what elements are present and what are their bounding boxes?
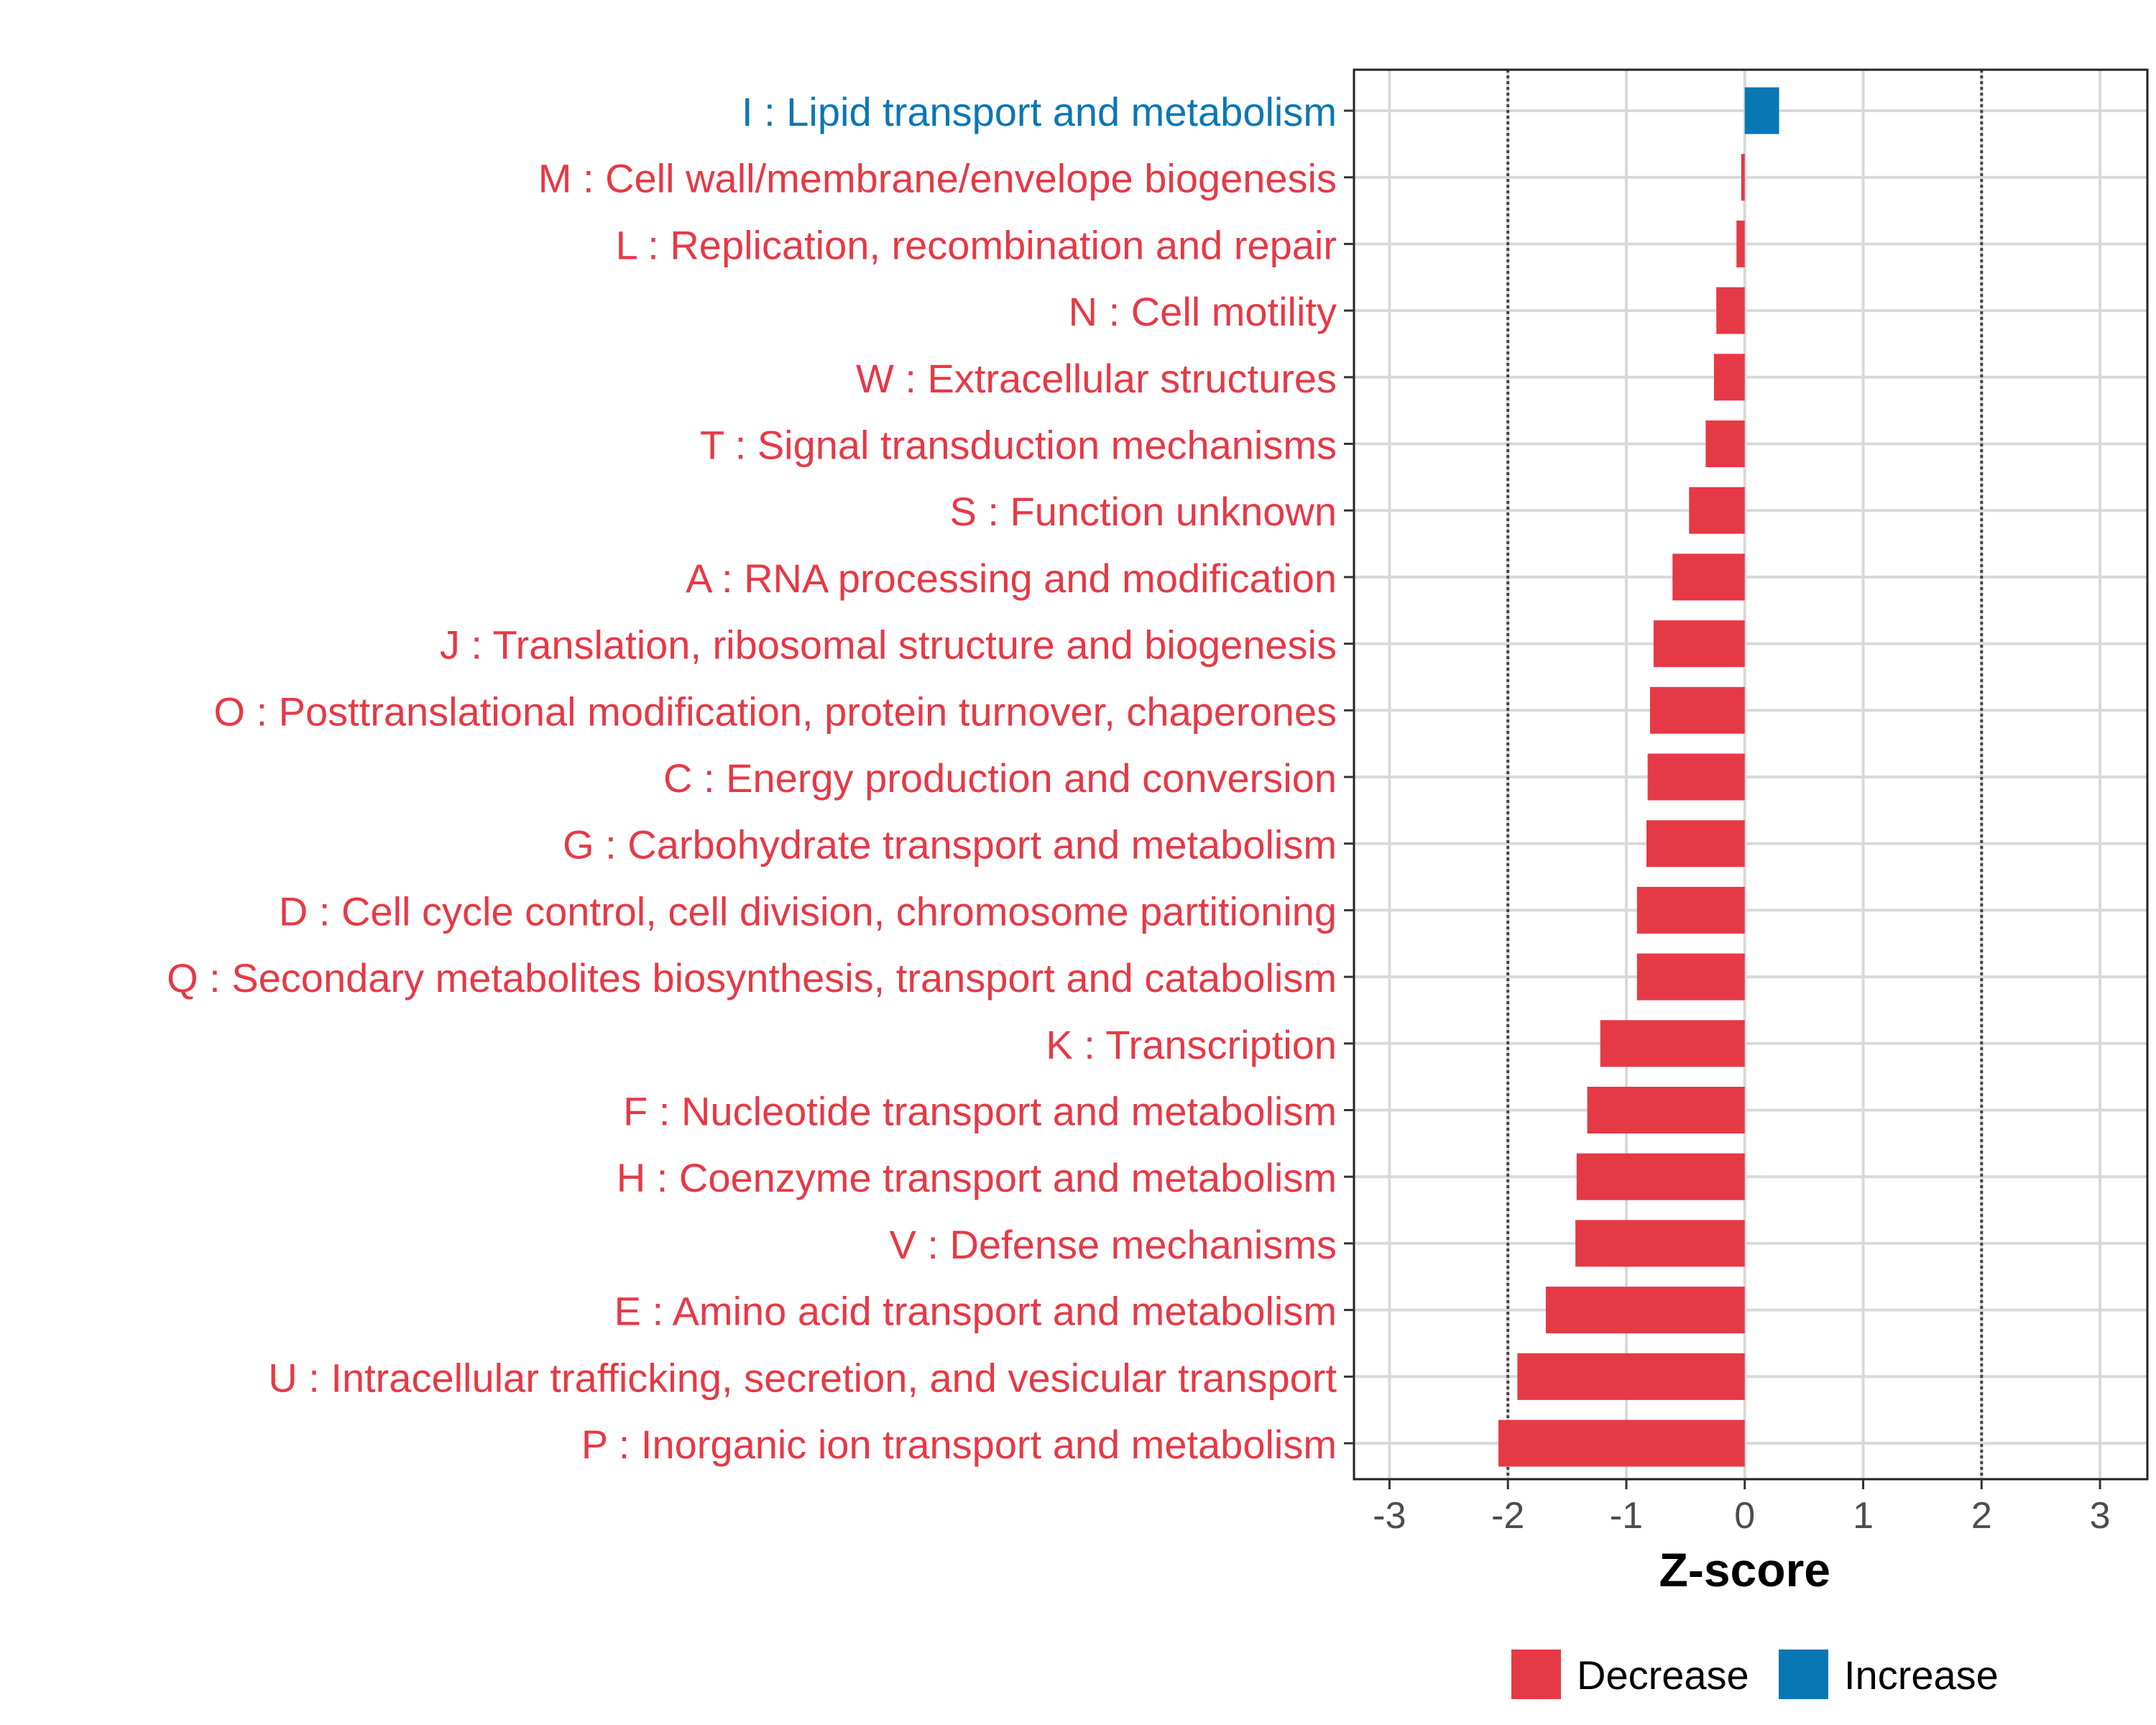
bar [1705, 420, 1745, 467]
y-category-label: L : Replication, recombination and repai… [616, 222, 1337, 267]
x-tick-label: 3 [2090, 1495, 2111, 1537]
bar [1716, 287, 1745, 334]
y-category-label: C : Energy production and conversion [663, 755, 1337, 801]
bar [1600, 1020, 1745, 1067]
y-category-label: T : Signal transduction mechanisms [700, 423, 1337, 468]
y-category-label: H : Coenzyme transport and metabolism [617, 1155, 1337, 1200]
legend-label: Increase [1844, 1652, 1999, 1698]
bar [1636, 886, 1745, 934]
grid [1354, 70, 2147, 1479]
x-axis-title: Z-score [1659, 1543, 1830, 1596]
bar [1713, 354, 1745, 401]
x-tick-label: 0 [1734, 1495, 1755, 1537]
bar [1498, 1420, 1745, 1467]
bar [1545, 1287, 1745, 1334]
bar [1741, 154, 1745, 201]
y-category-label: M : Cell wall/membrane/envelope biogenes… [538, 156, 1337, 201]
y-category-label: D : Cell cycle control, cell division, c… [279, 888, 1337, 934]
bar [1517, 1353, 1745, 1400]
plot-panel-border [1353, 68, 2149, 1481]
y-category-label: G : Carbohydrate transport and metabolis… [563, 822, 1337, 868]
bar [1647, 753, 1745, 801]
y-category-label: W : Extracellular structures [856, 356, 1337, 401]
x-tick-label: -2 [1491, 1495, 1524, 1537]
y-category-label: Q : Secondary metabolites biosynthesis, … [167, 955, 1337, 1000]
bar [1672, 553, 1745, 601]
x-tick-label: -1 [1610, 1495, 1643, 1537]
y-category-label: K : Transcription [1046, 1022, 1337, 1067]
legend-label: Decrease [1577, 1652, 1749, 1698]
bar [1649, 686, 1745, 734]
bar [1653, 620, 1745, 668]
x-tick-label: -3 [1373, 1495, 1406, 1537]
bar [1689, 487, 1745, 534]
bar [1744, 87, 1779, 134]
y-category-label: F : Nucleotide transport and metabolism [623, 1089, 1337, 1134]
legend-swatch [1779, 1650, 1828, 1699]
x-tick-label: 1 [1853, 1495, 1874, 1537]
reference-lines [1506, 70, 1984, 1479]
y-category-label: O : Posttranslational modification, prot… [213, 689, 1337, 734]
y-category-label: V : Defense mechanisms [890, 1222, 1337, 1267]
y-axis-ticks [1344, 109, 1354, 1445]
y-category-label: N : Cell motility [1069, 289, 1337, 334]
bar [1575, 1220, 1745, 1267]
y-category-label: J : Translation, ribosomal structure and… [440, 622, 1337, 668]
x-tick-label: 2 [1971, 1495, 1992, 1537]
bar [1636, 953, 1745, 1000]
bar [1736, 220, 1745, 267]
bar [1576, 1153, 1745, 1200]
y-category-label: A : RNA processing and modification [686, 556, 1337, 601]
legend-swatch [1511, 1650, 1561, 1699]
legend: Decrease Increase [1511, 1650, 1999, 1699]
y-category-label: P : Inorganic ion transport and metaboli… [581, 1422, 1337, 1467]
y-category-label: U : Intracellular trafficking, secretion… [268, 1355, 1337, 1400]
y-category-label: E : Amino acid transport and metabolism [614, 1289, 1337, 1334]
bar [1587, 1087, 1745, 1133]
y-axis-category-labels: I : Lipid transport and metabolism M : Ce… [167, 89, 1337, 1467]
y-category-label: I : Lipid transport and metabolism [742, 89, 1337, 134]
y-category-label: S : Function unknown [949, 489, 1337, 534]
bar [1646, 820, 1745, 868]
x-axis-ticks: -3 -2 -1 0 1 2 3 [1373, 1479, 2111, 1537]
bars [1498, 87, 1779, 1467]
